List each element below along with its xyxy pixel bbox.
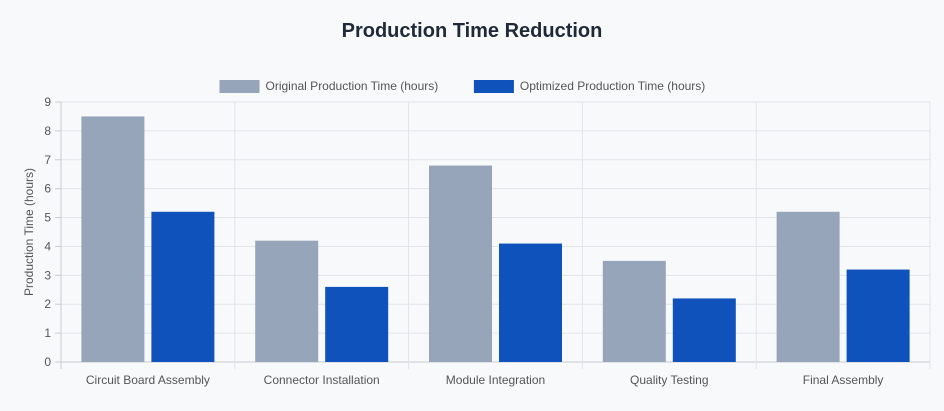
y-tick-label: 3 — [44, 268, 51, 282]
bar-optimized — [151, 211, 215, 362]
x-tick-label: Circuit Board Assembly — [86, 373, 210, 387]
bar-original — [602, 260, 666, 362]
x-tick-label: Quality Testing — [630, 373, 709, 387]
bar-original — [776, 211, 840, 362]
x-tick-label: Connector Installation — [264, 373, 380, 387]
legend-label: Optimized Production Time (hours) — [520, 79, 705, 93]
chart-title: Production Time Reduction — [341, 20, 603, 42]
y-tick-label: 6 — [44, 182, 51, 196]
y-tick-label: 9 — [44, 95, 51, 109]
y-tick-label: 2 — [44, 297, 51, 311]
legend-label: Original Production Time (hours) — [266, 79, 439, 93]
bar-optimized — [325, 286, 389, 362]
legend-swatch — [219, 80, 260, 93]
x-tick-label: Module Integration — [446, 373, 545, 387]
y-tick-label: 5 — [44, 211, 51, 225]
y-tick-label: 4 — [44, 239, 51, 253]
y-tick-label: 7 — [44, 153, 51, 167]
bar-original — [81, 116, 145, 362]
bar-original — [255, 240, 319, 362]
bar-optimized — [499, 243, 562, 362]
bar-original — [429, 165, 492, 362]
bar-optimized — [846, 269, 910, 362]
bar-optimized — [672, 298, 736, 362]
y-tick-label: 8 — [44, 124, 51, 138]
y-axis-title: Production Time (hours) — [22, 168, 36, 296]
y-tick-label: 1 — [44, 326, 51, 340]
y-tick-label: 0 — [44, 355, 51, 369]
x-tick-label: Final Assembly — [803, 373, 884, 387]
legend-swatch — [473, 80, 514, 93]
